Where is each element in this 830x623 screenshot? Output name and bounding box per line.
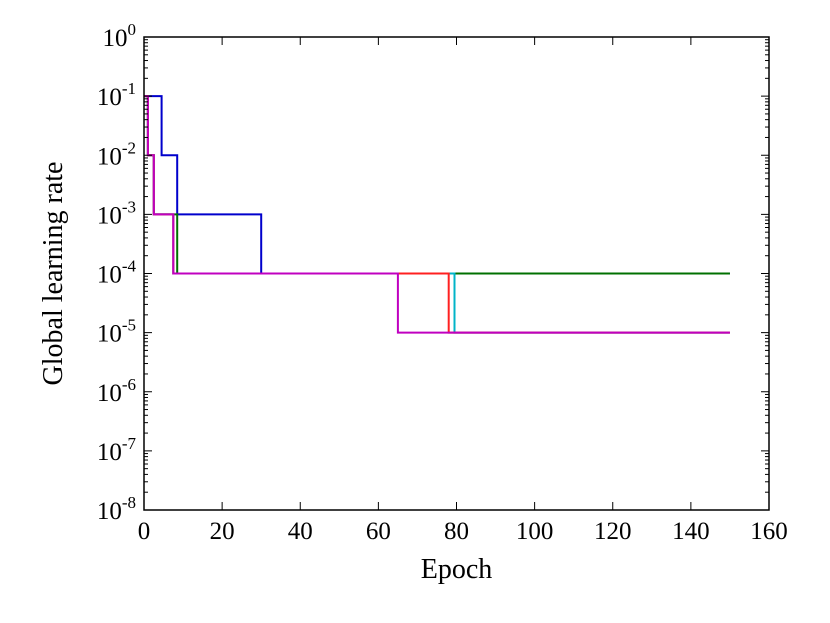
y-tick-base: 10 (97, 439, 122, 466)
x-axis-label: Epoch (421, 554, 493, 585)
y-tick-label: 10-3 (97, 197, 136, 229)
x-tick-label: 160 (750, 518, 788, 545)
y-tick-base: 10 (97, 202, 122, 229)
y-tick-base: 10 (97, 262, 122, 289)
y-tick-base: 10 (97, 321, 122, 348)
y-tick-label: 10-7 (97, 434, 137, 466)
y-tick-label: 10-5 (97, 316, 136, 348)
y-tick-exponent: -3 (122, 197, 136, 216)
y-tick-base: 10 (103, 25, 128, 52)
y-tick-label: 100 (103, 20, 137, 52)
y-tick-exponent: -8 (122, 493, 136, 512)
y-tick-label: 10-6 (97, 375, 136, 407)
y-axis-label: Global learning rate (38, 162, 69, 386)
series-line-2 (144, 95, 730, 275)
y-tick-base: 10 (97, 498, 122, 525)
y-tick-exponent: -2 (122, 138, 136, 157)
x-tick-label: 0 (138, 518, 151, 545)
x-tick-label: 80 (444, 518, 469, 545)
y-tick-label: 10-2 (97, 138, 136, 170)
y-tick-exponent: -5 (122, 316, 136, 335)
x-tick-label: 40 (288, 518, 313, 545)
tick-layer: 0 20 40 60 80 100 120 140 16010-810-710-610-510-… (97, 20, 788, 545)
y-tick-label: 10-4 (97, 257, 137, 289)
y-tick-base: 10 (97, 380, 122, 407)
x-tick-label: 140 (672, 518, 710, 545)
y-tick-base: 10 (97, 84, 122, 111)
y-tick-exponent: -6 (122, 375, 136, 394)
y-tick-base: 10 (97, 143, 122, 170)
y-tick-label: 10-8 (97, 493, 136, 525)
x-tick-label: 20 (210, 518, 235, 545)
y-tick-exponent: -4 (122, 257, 137, 276)
y-tick-exponent: -1 (122, 79, 136, 98)
y-tick-exponent: 0 (128, 20, 137, 39)
y-tick-label: 10-1 (97, 79, 136, 111)
series-layer (144, 95, 730, 334)
x-tick-label: 120 (594, 518, 632, 545)
x-tick-label: 60 (366, 518, 391, 545)
series-line-1 (144, 95, 730, 275)
y-tick-exponent: -7 (122, 434, 137, 453)
x-tick-label: 100 (516, 518, 554, 545)
series-line-5 (144, 95, 730, 334)
